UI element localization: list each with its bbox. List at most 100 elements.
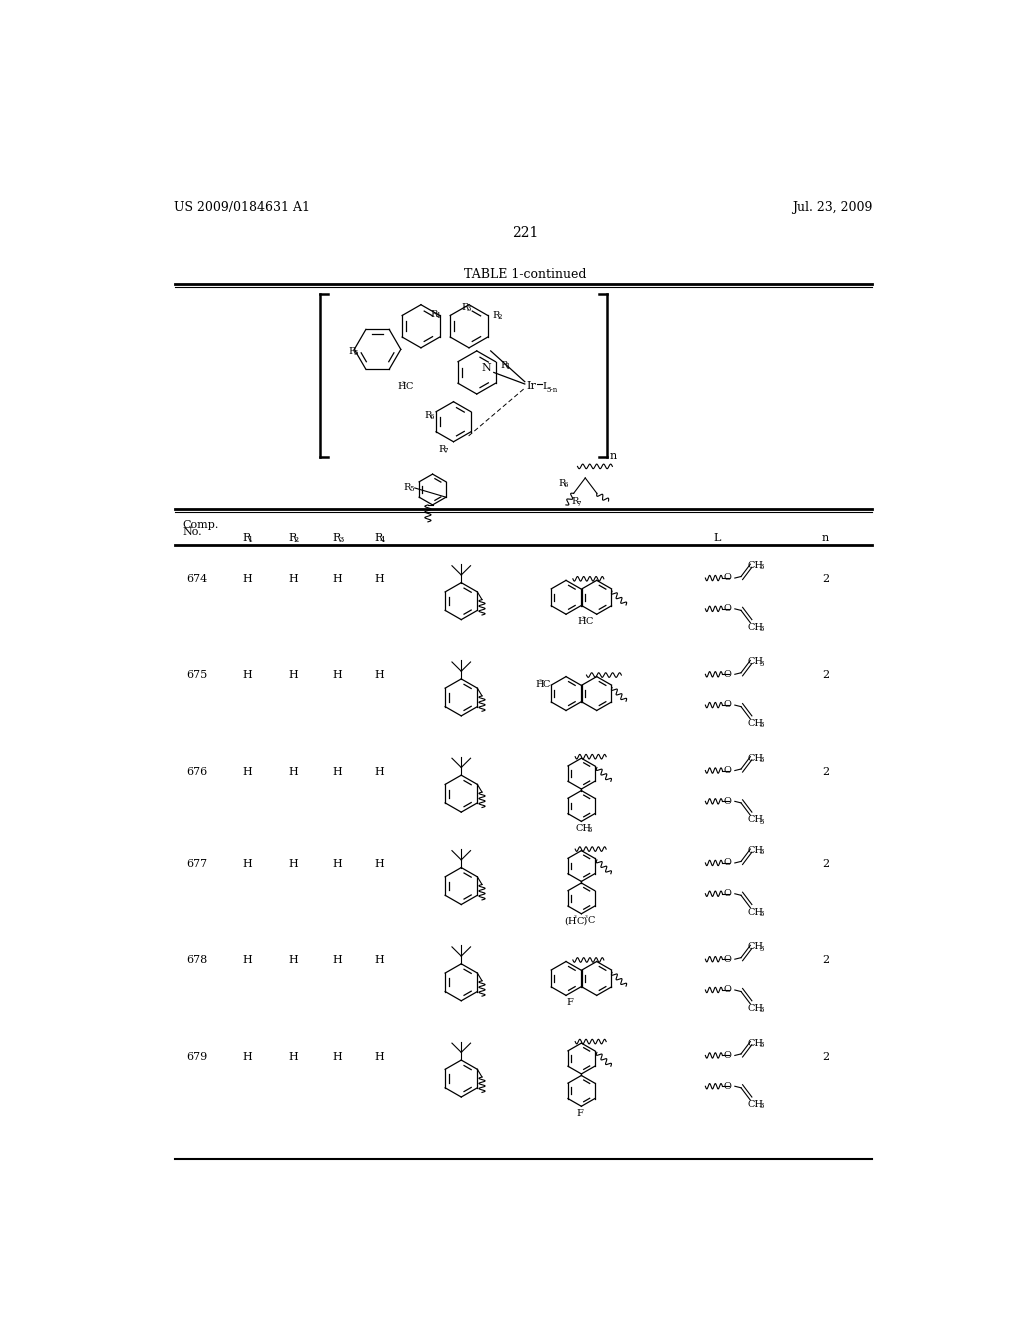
Text: N: N xyxy=(482,363,492,372)
Text: F: F xyxy=(577,1109,584,1118)
Text: 2: 2 xyxy=(822,767,829,776)
Text: H: H xyxy=(289,1052,298,1061)
Text: 3: 3 xyxy=(760,626,764,634)
Text: Jul. 23, 2009: Jul. 23, 2009 xyxy=(792,201,872,214)
Text: O: O xyxy=(723,669,731,678)
Text: 3: 3 xyxy=(338,536,343,544)
Text: C: C xyxy=(406,381,413,391)
Text: H: H xyxy=(243,956,253,965)
Text: 3: 3 xyxy=(760,756,764,764)
Text: 2: 2 xyxy=(822,956,829,965)
Text: R: R xyxy=(403,483,412,491)
Text: R: R xyxy=(500,360,507,370)
Text: 3: 3 xyxy=(760,660,764,668)
Text: 675: 675 xyxy=(186,671,208,680)
Text: C: C xyxy=(586,618,593,626)
Text: R: R xyxy=(461,304,469,312)
Text: R: R xyxy=(430,310,437,319)
Text: C: C xyxy=(543,681,550,689)
Text: 3: 3 xyxy=(588,826,592,834)
Text: H: H xyxy=(289,859,298,869)
Text: H: H xyxy=(333,956,342,965)
Text: ₃: ₃ xyxy=(573,912,577,920)
Text: CH: CH xyxy=(748,657,764,667)
Text: O: O xyxy=(723,701,731,709)
Text: 1: 1 xyxy=(506,363,510,371)
Text: O: O xyxy=(723,605,731,614)
Text: O: O xyxy=(723,766,731,775)
Text: CH: CH xyxy=(748,754,764,763)
Text: H: H xyxy=(375,671,384,680)
Text: C: C xyxy=(588,916,595,925)
Text: CH: CH xyxy=(748,908,764,916)
Text: H: H xyxy=(289,671,298,680)
Text: US 2009/0184631 A1: US 2009/0184631 A1 xyxy=(174,201,310,214)
Text: R: R xyxy=(424,411,431,420)
Text: 677: 677 xyxy=(186,859,207,869)
Text: n: n xyxy=(609,451,616,461)
Text: No.: No. xyxy=(182,527,202,537)
Text: 678: 678 xyxy=(186,956,208,965)
Text: R: R xyxy=(438,445,445,454)
Text: R: R xyxy=(558,479,565,487)
Text: 3: 3 xyxy=(760,1040,764,1049)
Text: 2: 2 xyxy=(294,536,299,544)
Text: H: H xyxy=(333,859,342,869)
Text: CH: CH xyxy=(748,816,764,824)
Text: H: H xyxy=(289,956,298,965)
Text: O: O xyxy=(723,954,731,964)
Text: H: H xyxy=(578,618,586,626)
Text: 3: 3 xyxy=(467,305,471,313)
Text: 6: 6 xyxy=(563,480,568,488)
Text: 2: 2 xyxy=(822,859,829,869)
Text: O: O xyxy=(723,797,731,805)
Text: 674: 674 xyxy=(186,574,208,585)
Text: 2: 2 xyxy=(822,1052,829,1061)
Text: H: H xyxy=(375,767,384,776)
Text: CH: CH xyxy=(748,942,764,952)
Text: H: H xyxy=(333,767,342,776)
Text: CH: CH xyxy=(748,846,764,855)
Text: Comp.: Comp. xyxy=(182,520,219,529)
Text: R: R xyxy=(571,498,579,506)
Text: H: H xyxy=(333,574,342,585)
Text: R: R xyxy=(289,533,297,544)
Text: 3: 3 xyxy=(760,564,764,572)
Text: (H: (H xyxy=(564,916,577,925)
Text: H: H xyxy=(536,681,544,689)
Text: CH: CH xyxy=(748,719,764,727)
Text: O: O xyxy=(723,985,731,994)
Text: R: R xyxy=(333,533,341,544)
Text: O: O xyxy=(723,1051,731,1060)
Text: CH: CH xyxy=(575,824,591,833)
Text: H: H xyxy=(333,671,342,680)
Text: 679: 679 xyxy=(186,1052,208,1061)
Text: n: n xyxy=(822,533,829,544)
Text: CH: CH xyxy=(748,1039,764,1048)
Text: O: O xyxy=(723,1081,731,1090)
Text: 676: 676 xyxy=(186,767,208,776)
Text: 5: 5 xyxy=(410,484,414,492)
Text: 5: 5 xyxy=(353,350,358,358)
Text: 3: 3 xyxy=(760,721,764,729)
Text: H: H xyxy=(243,671,253,680)
Text: 6: 6 xyxy=(429,413,434,421)
Text: F: F xyxy=(566,998,573,1007)
Text: 2: 2 xyxy=(822,671,829,680)
Text: 2: 2 xyxy=(822,574,829,585)
Text: 7: 7 xyxy=(577,499,582,507)
Text: 7: 7 xyxy=(443,447,447,455)
Text: O: O xyxy=(723,858,731,867)
Text: 3: 3 xyxy=(760,849,764,857)
Text: ₃: ₃ xyxy=(401,378,404,385)
Text: H: H xyxy=(289,767,298,776)
Text: Ir: Ir xyxy=(526,380,536,391)
Text: H: H xyxy=(243,767,253,776)
Text: H: H xyxy=(243,859,253,869)
Text: CH: CH xyxy=(748,561,764,570)
Text: CH: CH xyxy=(748,623,764,632)
Text: 3: 3 xyxy=(760,817,764,825)
Text: L: L xyxy=(543,381,549,391)
Text: 3: 3 xyxy=(760,1102,764,1110)
Text: ₃: ₃ xyxy=(539,676,542,685)
